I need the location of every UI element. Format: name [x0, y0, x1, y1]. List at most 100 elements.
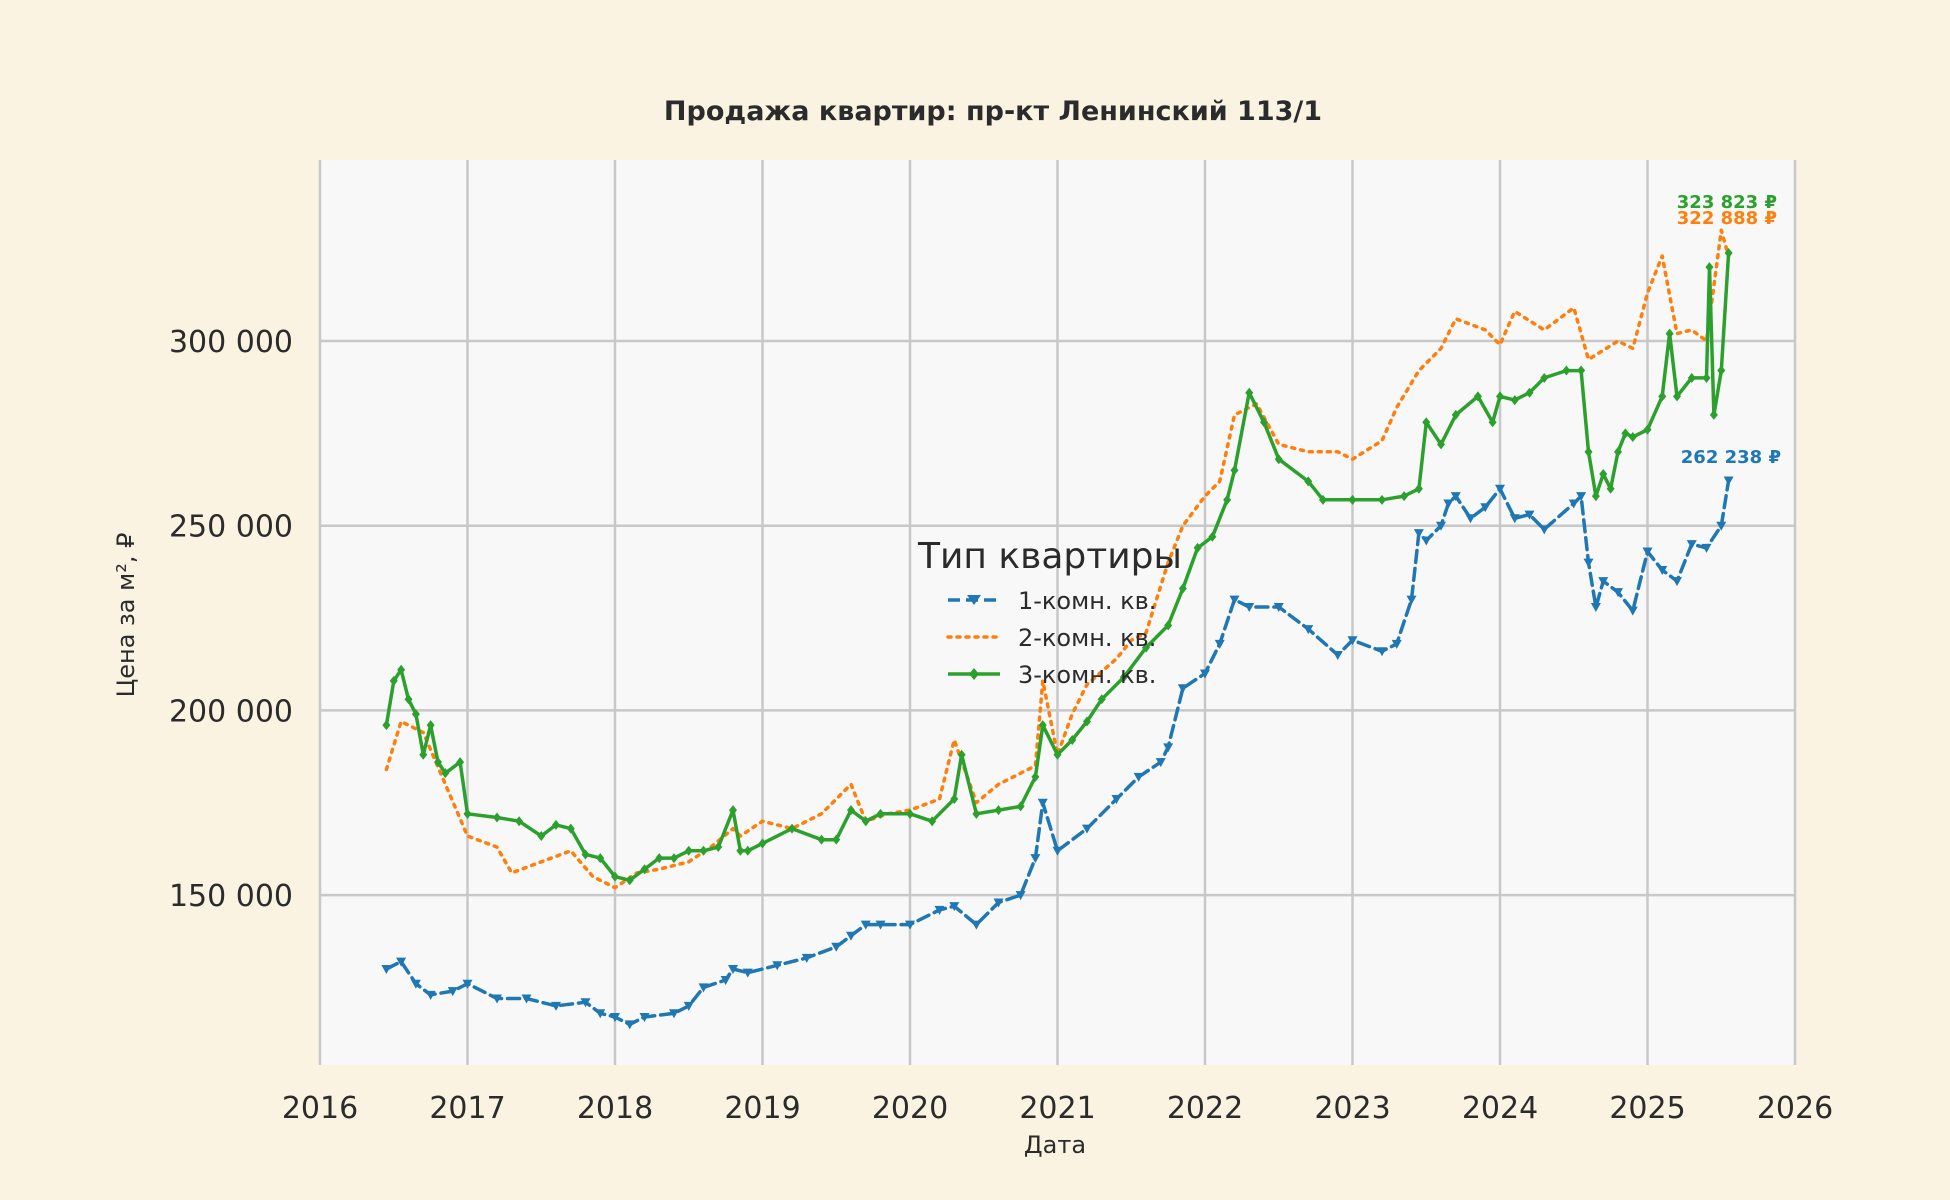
data-point [1716, 521, 1727, 531]
data-point [1200, 669, 1210, 679]
series-line [384, 251, 1731, 883]
data-point [426, 720, 435, 731]
data-point [1274, 454, 1283, 465]
y-tick-label: 300 000 [169, 325, 293, 360]
data-point [596, 853, 605, 864]
data-point [1437, 439, 1445, 450]
data-point [381, 964, 392, 974]
data-point [698, 983, 709, 993]
data-point [552, 819, 560, 830]
x-tick-label: 2026 [1757, 1091, 1833, 1126]
x-tick-label: 2023 [1314, 1091, 1390, 1126]
data-point [1155, 758, 1166, 768]
series-1 [381, 476, 1734, 1030]
data-point [1724, 248, 1733, 259]
data-point [1627, 606, 1638, 616]
y-tick-label: 150 000 [169, 879, 293, 914]
data-point [1400, 491, 1409, 502]
data-point [670, 853, 678, 864]
data-point [425, 990, 436, 1000]
data-point [817, 834, 826, 845]
data-point [1606, 483, 1615, 494]
legend-label-2: 2-комн. кв. [1018, 624, 1156, 652]
data-point [993, 898, 1004, 908]
data-point [1510, 395, 1519, 406]
data-point [772, 961, 783, 971]
data-point [1378, 494, 1386, 505]
data-point [1577, 365, 1586, 376]
data-point [1673, 391, 1681, 402]
data-point [1193, 542, 1202, 553]
data-point [846, 931, 856, 941]
legend-title: Тип квартиры [917, 536, 1182, 577]
grid-lines [318, 160, 1797, 1065]
data-point [1709, 409, 1718, 420]
x-tick-label: 2024 [1462, 1091, 1538, 1126]
data-point [1052, 846, 1063, 856]
data-point [595, 1009, 606, 1019]
chart-title: Продажа квартир: пр-кт Ленинский 113/1 [664, 96, 1322, 127]
data-point [949, 902, 960, 912]
data-point [1473, 391, 1482, 402]
data-point [1347, 636, 1358, 646]
data-point [1068, 734, 1077, 745]
data-point [720, 976, 731, 986]
data-point [758, 838, 767, 849]
data-point [957, 749, 966, 760]
data-point [1208, 531, 1217, 542]
data-point [397, 664, 406, 675]
data-point [714, 842, 723, 853]
data-point [1723, 476, 1734, 486]
y-tick-label: 200 000 [169, 694, 293, 729]
data-point [847, 805, 855, 816]
data-point [860, 920, 871, 930]
x-tick-label: 2021 [1019, 1091, 1095, 1126]
data-point [1304, 476, 1313, 487]
data-point [1496, 391, 1504, 402]
data-point [1083, 716, 1091, 727]
data-point [515, 816, 524, 827]
data-point [1133, 772, 1144, 782]
data-point [905, 920, 915, 930]
data-point [1413, 529, 1424, 539]
data-point [410, 979, 421, 989]
data-point [1539, 525, 1550, 535]
data-point [566, 823, 575, 834]
data-point [1223, 494, 1232, 505]
data-point [684, 845, 693, 856]
data-point [1038, 720, 1047, 731]
data-point [1303, 625, 1314, 635]
data-point [456, 757, 465, 768]
data-point [1717, 365, 1726, 376]
data-point [521, 994, 532, 1004]
data-point [1495, 484, 1505, 494]
x-tick-label: 2018 [577, 1091, 653, 1126]
data-point [447, 987, 458, 997]
data-point [1119, 672, 1128, 683]
data-point [1016, 801, 1025, 812]
data-point [972, 808, 981, 819]
x-tick-label: 2020 [872, 1091, 948, 1126]
data-point [1443, 499, 1454, 509]
data-point [1053, 749, 1062, 760]
data-point [1628, 432, 1637, 443]
data-point [1142, 642, 1150, 653]
data-point [389, 675, 398, 686]
data-point [1562, 365, 1571, 376]
data-point [419, 749, 428, 760]
data-point [580, 998, 591, 1008]
data-point [906, 808, 914, 819]
x-tick-label: 2022 [1167, 1091, 1243, 1126]
data-point [1540, 372, 1549, 383]
data-point [1590, 602, 1601, 612]
data-point [551, 1001, 561, 1011]
data-point [610, 1012, 620, 1022]
data-point [683, 1001, 694, 1011]
data-point [1260, 417, 1268, 428]
data-point [1377, 647, 1387, 657]
data-point [441, 768, 450, 779]
data-point [1230, 465, 1239, 476]
data-point [1702, 372, 1711, 383]
data-point [729, 805, 737, 816]
data-point [1705, 262, 1714, 273]
